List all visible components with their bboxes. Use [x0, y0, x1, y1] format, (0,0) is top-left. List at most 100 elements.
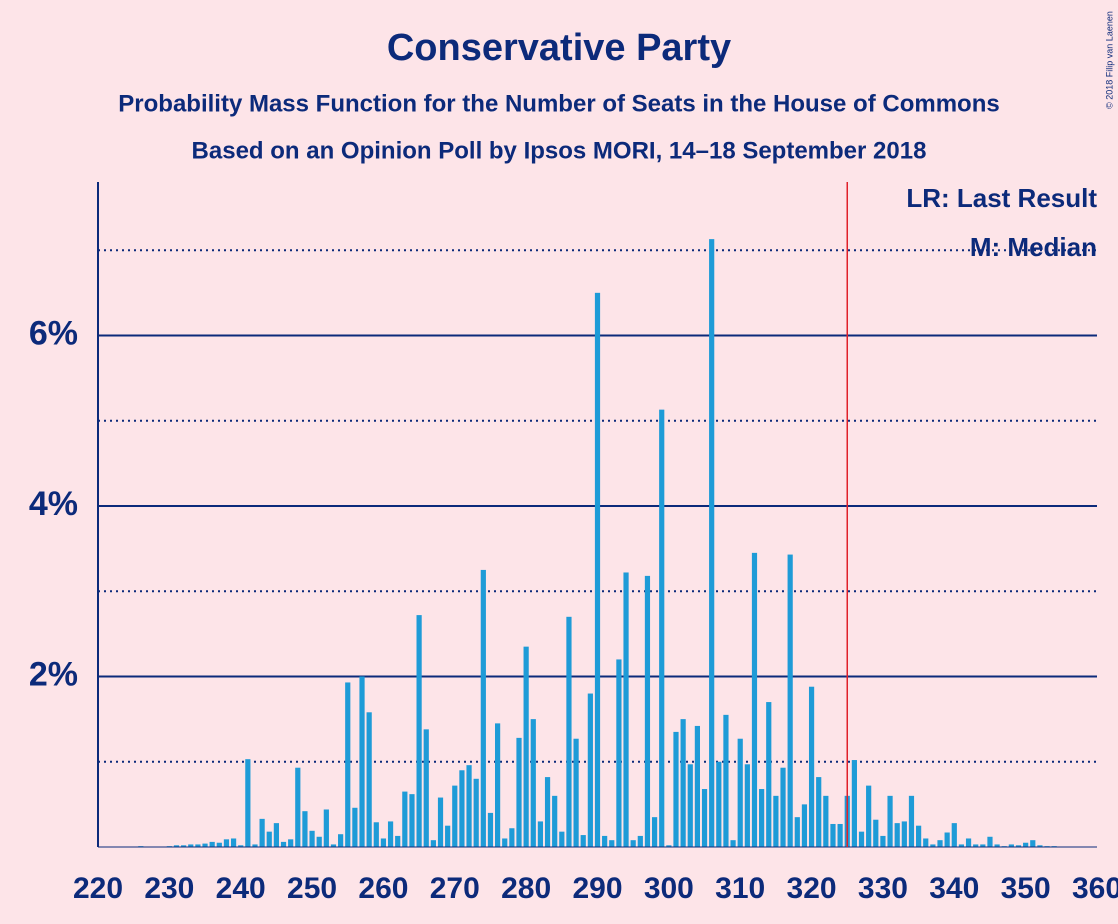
x-tick-label: 240: [216, 872, 266, 905]
y-tick-label: 4%: [29, 485, 78, 523]
chart-subtitle: Probability Mass Function for the Number…: [118, 90, 999, 117]
bar: [566, 616, 572, 847]
bar: [951, 823, 957, 847]
bar: [523, 646, 529, 847]
bar: [359, 676, 365, 847]
bar: [1015, 845, 1022, 847]
x-tick-label: 260: [358, 872, 408, 905]
bar: [459, 770, 465, 847]
bar: [559, 831, 565, 847]
legend-entry: M: Median: [970, 232, 1097, 262]
bar: [737, 738, 743, 847]
bar: [466, 765, 472, 847]
bar: [573, 738, 579, 847]
bar: [980, 844, 986, 847]
copyright: © 2018 Filip van Laenen: [1104, 11, 1114, 109]
bar: [923, 838, 929, 847]
bar: [858, 831, 865, 847]
bar: [437, 797, 444, 847]
bar: [780, 767, 786, 847]
bar: [430, 840, 436, 847]
legend-entry: LR: Last Result: [906, 183, 1097, 213]
bar: [380, 838, 387, 847]
bar: [309, 830, 315, 847]
bar: [209, 841, 215, 847]
bar: [402, 791, 408, 847]
x-tick-label: 280: [501, 872, 551, 905]
bar: [473, 778, 479, 847]
bar: [366, 712, 372, 847]
x-tick-label: 360: [1072, 872, 1118, 905]
bar: [744, 764, 750, 847]
bar: [687, 764, 693, 847]
bar: [530, 719, 536, 847]
bar: [808, 686, 815, 847]
bar: [544, 777, 551, 847]
bar: [266, 831, 272, 847]
bar: [730, 840, 736, 847]
bar: [302, 811, 308, 847]
x-tick-label: 350: [1001, 872, 1051, 905]
bar: [973, 844, 979, 847]
bar: [509, 828, 515, 847]
bar: [751, 552, 758, 847]
chart-title: Conservative Party: [387, 27, 731, 69]
bar: [580, 835, 586, 847]
bar: [701, 789, 708, 847]
bar: [623, 572, 629, 847]
bar: [195, 844, 201, 847]
x-tick-label: 320: [787, 872, 837, 905]
bar: [416, 615, 422, 847]
y-tick-label: 6%: [29, 314, 78, 352]
bar: [930, 844, 936, 847]
bar: [594, 292, 601, 847]
bar: [958, 844, 965, 847]
bar: [965, 838, 972, 847]
x-tick-label: 230: [144, 872, 194, 905]
bar: [637, 835, 643, 847]
bar: [716, 761, 722, 847]
bar: [345, 682, 351, 847]
bar: [1030, 840, 1036, 847]
x-tick-label: 220: [73, 872, 123, 905]
bar: [709, 239, 715, 847]
bar: [516, 737, 522, 847]
bar: [188, 844, 194, 847]
bar: [452, 785, 458, 847]
bar: [816, 777, 822, 847]
bar: [666, 845, 672, 847]
bar: [837, 823, 843, 847]
bar: [552, 795, 558, 847]
x-tick-label: 340: [929, 872, 979, 905]
bar: [866, 785, 872, 847]
bar: [280, 841, 287, 847]
bar: [651, 817, 658, 847]
bar: [908, 795, 915, 847]
bar: [630, 840, 636, 847]
bar: [773, 795, 779, 847]
bar: [252, 844, 258, 847]
bar: [616, 659, 622, 847]
bar: [759, 789, 765, 847]
bar: [230, 838, 237, 847]
bar: [894, 823, 900, 847]
bar: [216, 842, 222, 847]
bar: [323, 809, 329, 847]
bar: [395, 835, 401, 847]
bar: [787, 554, 793, 847]
x-tick-label: 330: [858, 872, 908, 905]
bar: [944, 832, 950, 847]
bar: [181, 845, 187, 847]
bar: [373, 822, 379, 847]
bar: [330, 844, 337, 847]
bar: [609, 840, 615, 847]
bar: [644, 575, 651, 847]
bar: [202, 843, 208, 847]
bar: [673, 731, 679, 847]
bar: [587, 693, 593, 847]
bar: [916, 825, 922, 847]
bar: [873, 819, 879, 847]
x-tick-label: 290: [572, 872, 622, 905]
